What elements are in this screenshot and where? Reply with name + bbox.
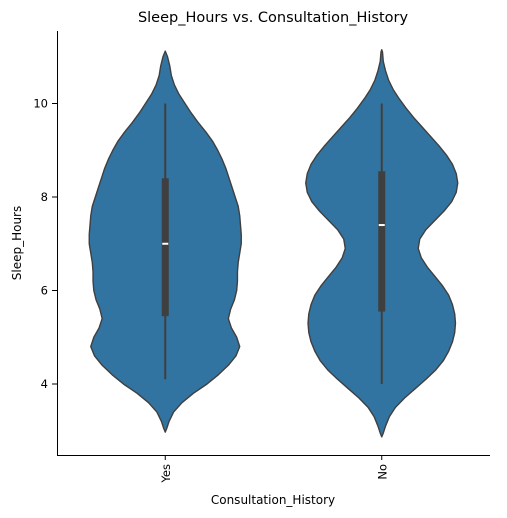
x-ticks: Yes No (159, 455, 389, 484)
x-axis-label: Consultation_History (211, 493, 335, 507)
y-tick-label: 10 (33, 97, 48, 111)
chart-title: Sleep_Hours vs. Consultation_History (138, 10, 409, 26)
iqr-box-yes (161, 178, 169, 317)
iqr-box-no (378, 171, 386, 312)
y-tick-label: 4 (41, 377, 48, 391)
y-axis-label: Sleep_Hours (10, 206, 24, 281)
x-tick-label: Yes (159, 464, 173, 484)
y-tick-label: 6 (41, 284, 48, 298)
plot-area (88, 49, 459, 438)
y-ticks: 4 6 8 10 (33, 97, 57, 391)
x-tick-label: No (375, 464, 389, 480)
y-tick-label: 8 (41, 190, 48, 204)
